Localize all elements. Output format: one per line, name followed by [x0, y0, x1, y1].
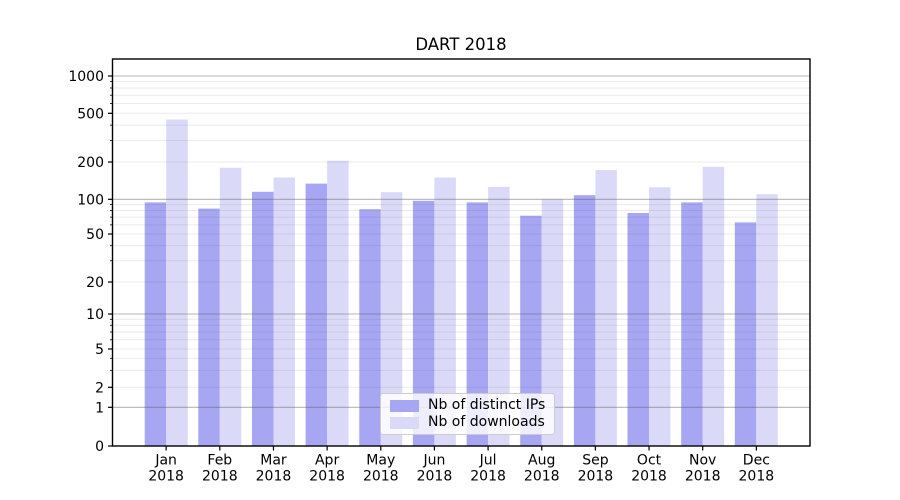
- legend-label-downloads: Nb of downloads: [428, 414, 545, 430]
- bar-apr-distinct-ips: [305, 183, 328, 446]
- legend-swatch-downloads: [390, 416, 419, 429]
- bar-dec-downloads: [756, 194, 778, 446]
- bar-mar-downloads: [273, 177, 295, 446]
- bar-jan-distinct-ips: [144, 202, 167, 446]
- bar-jun-distinct-ips: [412, 200, 435, 446]
- y-tick-label: 5: [95, 342, 104, 358]
- bar-aug-downloads: [541, 199, 564, 446]
- y-tick-label: 200: [77, 155, 104, 171]
- bar-oct-downloads: [649, 187, 671, 447]
- x-tick-label-dec: Dec 2018: [739, 453, 775, 485]
- bar-may-distinct-ips: [359, 209, 381, 446]
- x-tick-label-apr: Apr 2018: [309, 453, 345, 485]
- bar-nov-downloads: [702, 166, 725, 447]
- bar-mar-distinct-ips: [252, 191, 274, 446]
- bar-sep-downloads: [595, 170, 617, 446]
- y-tick-label: 50: [86, 227, 104, 243]
- legend-item-downloads: Nb of downloads: [390, 414, 545, 431]
- bar-jan-downloads: [166, 119, 188, 446]
- legend-label-distinct-ips: Nb of distinct IPs: [428, 397, 546, 413]
- y-tick-label: 0: [95, 439, 104, 455]
- y-tick-label: 2: [95, 380, 104, 396]
- x-tick-label-may: May 2018: [363, 453, 399, 485]
- legend: Nb of distinct IPs Nb of downloads: [380, 393, 556, 435]
- bar-oct-distinct-ips: [627, 213, 649, 446]
- x-tick-label-sep: Sep 2018: [578, 453, 614, 485]
- x-tick-label-mar: Mar 2018: [256, 453, 292, 485]
- chart-title: DART 2018: [415, 35, 507, 54]
- y-tick-label: 1000: [68, 69, 104, 85]
- bar-jul-distinct-ips: [466, 202, 489, 446]
- y-tick-label: 20: [86, 275, 104, 291]
- bar-may-downloads: [380, 192, 403, 446]
- legend-swatch-distinct-ips: [390, 399, 419, 412]
- y-tick-label: 10: [86, 307, 104, 323]
- x-tick-label-jul: Jul 2018: [470, 453, 506, 485]
- bar-dec-distinct-ips: [734, 222, 757, 446]
- bar-jun-downloads: [434, 177, 456, 446]
- x-tick-label-nov: Nov 2018: [685, 453, 721, 485]
- y-tick-label: 500: [77, 106, 104, 122]
- x-tick-label-aug: Aug 2018: [524, 453, 560, 485]
- legend-item-distinct-ips: Nb of distinct IPs: [390, 397, 545, 414]
- bar-sep-distinct-ips: [573, 195, 596, 446]
- y-tick-label: 100: [77, 192, 104, 208]
- x-tick-label-jan: Jan 2018: [148, 453, 184, 485]
- bar-feb-distinct-ips: [198, 208, 220, 446]
- x-tick-label-feb: Feb 2018: [202, 453, 238, 485]
- bar-jul-downloads: [488, 186, 510, 446]
- bar-feb-downloads: [219, 167, 242, 446]
- x-tick-label-jun: Jun 2018: [417, 453, 453, 485]
- bar-nov-distinct-ips: [681, 202, 703, 446]
- bar-apr-downloads: [327, 160, 349, 446]
- axes-frame: [111, 58, 811, 447]
- y-tick-label: 1: [95, 400, 104, 416]
- bar-aug-distinct-ips: [520, 215, 542, 446]
- x-tick-label-oct: Oct 2018: [631, 453, 667, 485]
